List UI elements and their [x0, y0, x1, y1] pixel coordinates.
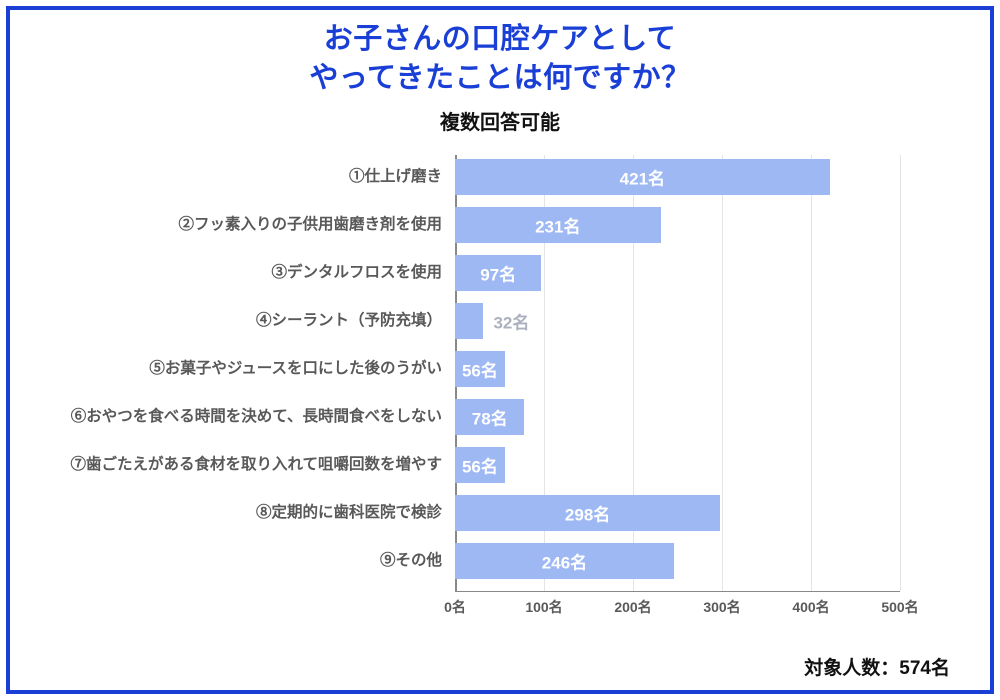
bar-value-label: 56名: [462, 453, 498, 478]
x-tick-label: 500名: [881, 597, 918, 617]
x-tick-label: 0名: [444, 597, 466, 617]
gridline: [900, 155, 901, 591]
category-label: ⑧定期的に歯科医院で検診: [50, 504, 448, 523]
category-label: ②フッ素入りの子供用歯磨き剤を使用: [50, 216, 448, 235]
bar: [455, 303, 483, 339]
bar-value-label: 246名: [542, 549, 587, 574]
bar-row: ⑥おやつを食べる時間を決めて、長時間食べをしない78名: [455, 399, 900, 435]
bar-row: ④シーラント（予防充填）32名: [455, 303, 900, 339]
bar-row: ⑤お菓子やジュースを口にした後のうがい56名: [455, 351, 900, 387]
bar-value-label: 298名: [565, 501, 610, 526]
bar-value-label: 231名: [535, 213, 580, 238]
bar-row: ②フッ素入りの子供用歯磨き剤を使用231名: [455, 207, 900, 243]
bar-value-label: 78名: [472, 405, 508, 430]
category-label: ⑥おやつを食べる時間を決めて、長時間食べをしない: [50, 408, 448, 427]
category-label: ⑤お菓子やジュースを口にした後のうがい: [50, 360, 448, 379]
bar-value-label: 32名: [493, 309, 529, 334]
bar-row: ⑧定期的に歯科医院で検診298名: [455, 495, 900, 531]
category-label: ⑦歯ごたえがある食材を取り入れて咀嚼回数を増やす: [50, 456, 448, 475]
category-label: ①仕上げ磨き: [50, 168, 448, 187]
x-tick-label: 300名: [703, 597, 740, 617]
bar-value-label: 97名: [480, 261, 516, 286]
x-tick-label: 100名: [525, 597, 562, 617]
bar-row: ⑦歯ごたえがある食材を取り入れて咀嚼回数を増やす56名: [455, 447, 900, 483]
bar-row: ⑨その他246名: [455, 543, 900, 579]
plot-area: 0名100名200名300名400名500名①仕上げ磨き421名②フッ素入りの子…: [455, 155, 900, 592]
footer-sample-size: 対象人数：574名: [804, 653, 950, 680]
x-tick-label: 400名: [792, 597, 829, 617]
category-label: ④シーラント（予防充填）: [50, 312, 448, 331]
category-label: ⑨その他: [50, 552, 448, 571]
bar-value-label: 56名: [462, 357, 498, 382]
category-label: ③デンタルフロスを使用: [50, 264, 448, 283]
chart: 0名100名200名300名400名500名①仕上げ磨き421名②フッ素入りの子…: [50, 155, 950, 622]
bar-value-label: 421名: [620, 165, 665, 190]
bar-row: ①仕上げ磨き421名: [455, 159, 900, 195]
bar-row: ③デンタルフロスを使用97名: [455, 255, 900, 291]
x-tick-label: 200名: [614, 597, 651, 617]
